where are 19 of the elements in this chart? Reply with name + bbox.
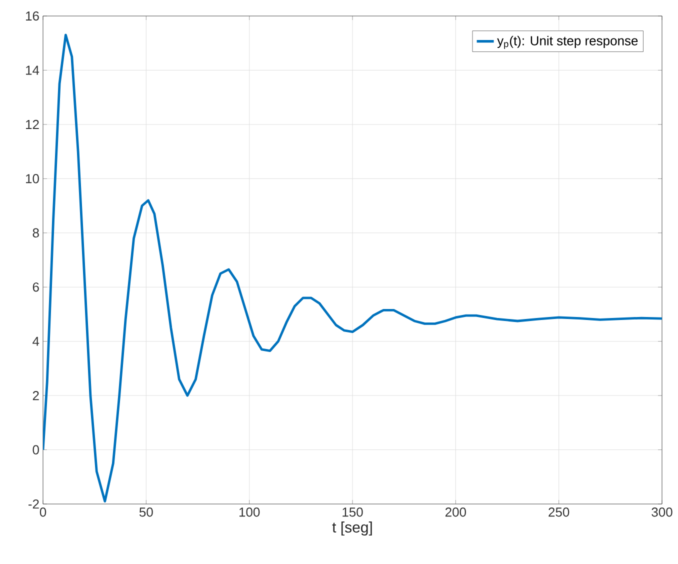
y-tick-label: 14 [26,66,40,75]
y-tick-label: 16 [26,11,39,21]
y-tick-label: 6 [32,282,39,292]
x-axis-title: t [seg] [332,522,372,536]
x-tick-label: 50 [139,508,153,517]
y-tick-label: 12 [26,120,39,129]
legend-label: y$_{p}$(t): Unit step response [497,36,638,49]
x-tick-label: 150 [342,508,363,517]
x-tick-label: 200 [445,508,466,517]
y-tick-label: 4 [32,336,40,346]
y-tick-label: 2 [32,391,39,400]
y-tick-label: 8 [32,228,39,238]
x-tick-label: 250 [548,508,570,517]
x-tick-label: 300 [652,508,672,517]
y-tick-label: 10 [26,174,39,184]
x-tick-label: 100 [239,508,260,517]
y-tick-label: -2 [28,499,39,509]
x-tick-label: 0 [40,508,46,517]
y-tick-label: 0 [32,445,39,454]
